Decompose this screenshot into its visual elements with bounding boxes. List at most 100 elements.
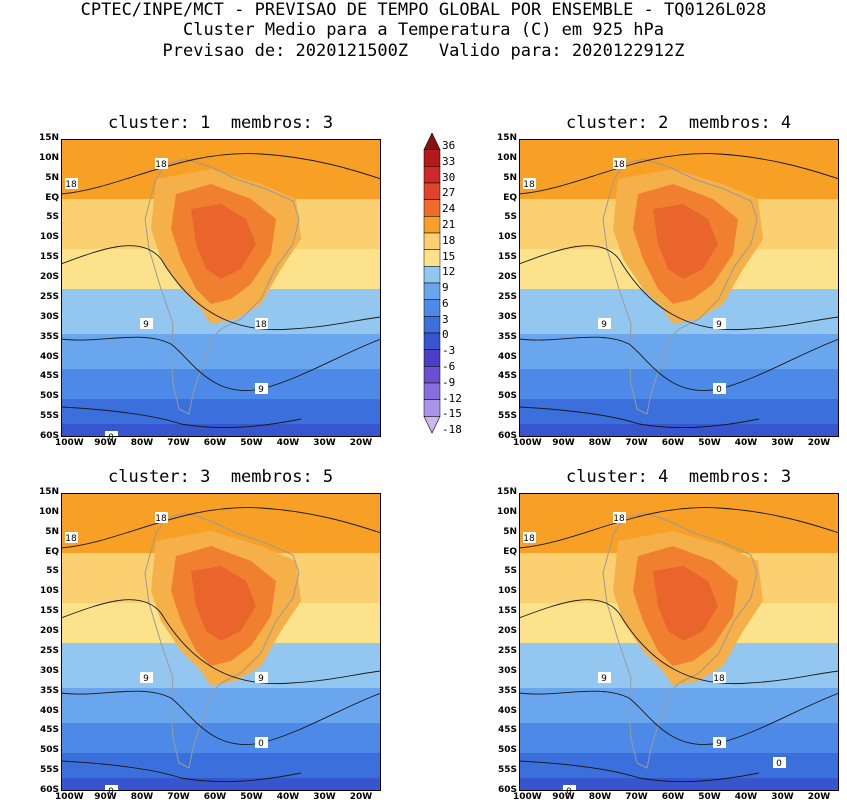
lat-tick-label: 35S <box>497 685 517 696</box>
lat-tick-label: 35S <box>39 685 59 696</box>
contour-label: 9 <box>258 674 264 684</box>
contour-label-box <box>773 757 786 768</box>
lat-tick-label: 35S <box>39 331 59 342</box>
contour-line <box>61 336 381 391</box>
contour-label: 9 <box>716 320 722 330</box>
colorbar-segment <box>423 266 441 284</box>
colorbar-top-arrow <box>423 133 441 150</box>
lat-tick-label: 5N <box>45 172 59 183</box>
lon-tick-label: 20W <box>349 792 373 802</box>
colorbar-tick-label: 24 <box>442 202 456 216</box>
contour-label: 18 <box>155 514 167 524</box>
contour-label: 18 <box>255 320 267 330</box>
lat-tick-label: 50S <box>39 391 59 402</box>
colorbar-segment <box>423 182 441 200</box>
lon-tick-label: 70W <box>167 438 190 448</box>
lat-tick-label: 60S <box>39 431 59 441</box>
lon-tick-label: 90W <box>552 438 575 448</box>
lat-tick-label: 15N <box>496 133 517 143</box>
lat-tick-label: 10S <box>39 586 59 597</box>
map-panel-2: 18 18 9 9 0 <box>519 139 839 437</box>
contour-label-box <box>713 737 726 748</box>
lat-tick-label: 5N <box>45 526 59 537</box>
lat-tick-label: 5N <box>503 172 517 183</box>
contour-label: 0 <box>776 759 782 769</box>
lat-tick-label: 45S <box>497 371 517 382</box>
contour-label: 9 <box>143 674 149 684</box>
lon-tick-label: 100W <box>55 792 84 802</box>
contour-label: 0 <box>258 739 264 749</box>
temp-band <box>519 753 839 778</box>
lon-tick-label: 80W <box>588 792 612 802</box>
temp-band <box>61 399 381 424</box>
contour-label-box <box>155 512 168 523</box>
colorbar-tick-label: 6 <box>442 296 449 310</box>
lat-tick-label: 15S <box>39 606 59 617</box>
temp-band <box>519 369 839 399</box>
lat-tick-label: 10N <box>38 152 59 163</box>
contour-label-box <box>255 383 268 394</box>
lat-tick-label: 20S <box>497 626 517 637</box>
temp-band <box>61 753 381 778</box>
lon-tick-label: 80W <box>130 438 154 448</box>
contour-label-box <box>140 318 153 329</box>
contour-label-box <box>523 532 536 543</box>
contour-label: 9 <box>258 385 264 395</box>
lat-tick-label: 15N <box>38 487 59 497</box>
colorbar-tick-label: 21 <box>442 217 456 231</box>
lon-tick-label: 40W <box>276 438 300 448</box>
lon-tick-label: 100W <box>55 438 84 448</box>
lat-tick-label: 30S <box>39 665 59 676</box>
colorbar-segment <box>423 399 441 417</box>
lat-tick-label: 30S <box>39 311 59 322</box>
contour-label-box <box>65 178 78 189</box>
coastline <box>144 512 300 769</box>
colorbar-tick-label: -9 <box>442 375 456 389</box>
contour-line <box>61 153 381 195</box>
lat-tick-label: EQ <box>45 546 59 557</box>
temp-band <box>61 424 381 437</box>
lat-tick-label: 5S <box>504 566 517 577</box>
map-panel-4: 18 18 18 9 9 0 0 <box>519 493 839 797</box>
lat-tick-label: 40S <box>497 351 517 362</box>
lon-tick-label: 40W <box>276 792 300 802</box>
coastline <box>602 158 758 415</box>
temp-band <box>519 334 839 369</box>
lat-tick-label: 5S <box>46 566 59 577</box>
contour-line <box>61 599 381 685</box>
lat-tick-label: 15S <box>497 252 517 263</box>
coastline <box>602 512 758 769</box>
contour-line <box>61 690 381 745</box>
colorbar-tick-label: 15 <box>442 249 456 263</box>
colorbar-segment <box>423 382 441 400</box>
lon-tick-label: 30W <box>771 792 794 802</box>
contour-line <box>519 507 839 549</box>
contour-label: 18 <box>613 160 625 170</box>
contour-label-box <box>613 512 626 523</box>
lat-tick-label: 35S <box>497 331 517 342</box>
lon-tick-label: 60W <box>661 438 685 448</box>
map-frame <box>519 493 839 791</box>
lon-tick-label: 100W <box>513 792 542 802</box>
temp-band <box>61 334 381 369</box>
lat-tick-label: 50S <box>497 391 517 402</box>
lat-tick-label: 20S <box>497 272 517 283</box>
lat-tick-label: 40S <box>497 705 517 716</box>
lat-tick-label: 55S <box>39 411 59 422</box>
colorbar-segment <box>423 166 441 184</box>
contour-line <box>519 599 839 685</box>
colorbar-segment <box>423 149 441 167</box>
lat-tick-label: 20S <box>39 626 59 637</box>
contour-label: 9 <box>143 320 149 330</box>
lat-tick-label: 20S <box>39 272 59 283</box>
contour-label-box <box>613 158 626 169</box>
contour-label: 18 <box>155 160 167 170</box>
contour-label: 0 <box>716 385 722 395</box>
colorbar <box>423 133 441 434</box>
lat-tick-label: 25S <box>39 645 59 656</box>
contour-label: 18 <box>613 514 625 524</box>
lon-tick-label: 20W <box>807 438 831 448</box>
map-frame <box>61 139 381 437</box>
colorbar-segment <box>423 366 441 384</box>
contour-label: 18 <box>65 180 77 190</box>
